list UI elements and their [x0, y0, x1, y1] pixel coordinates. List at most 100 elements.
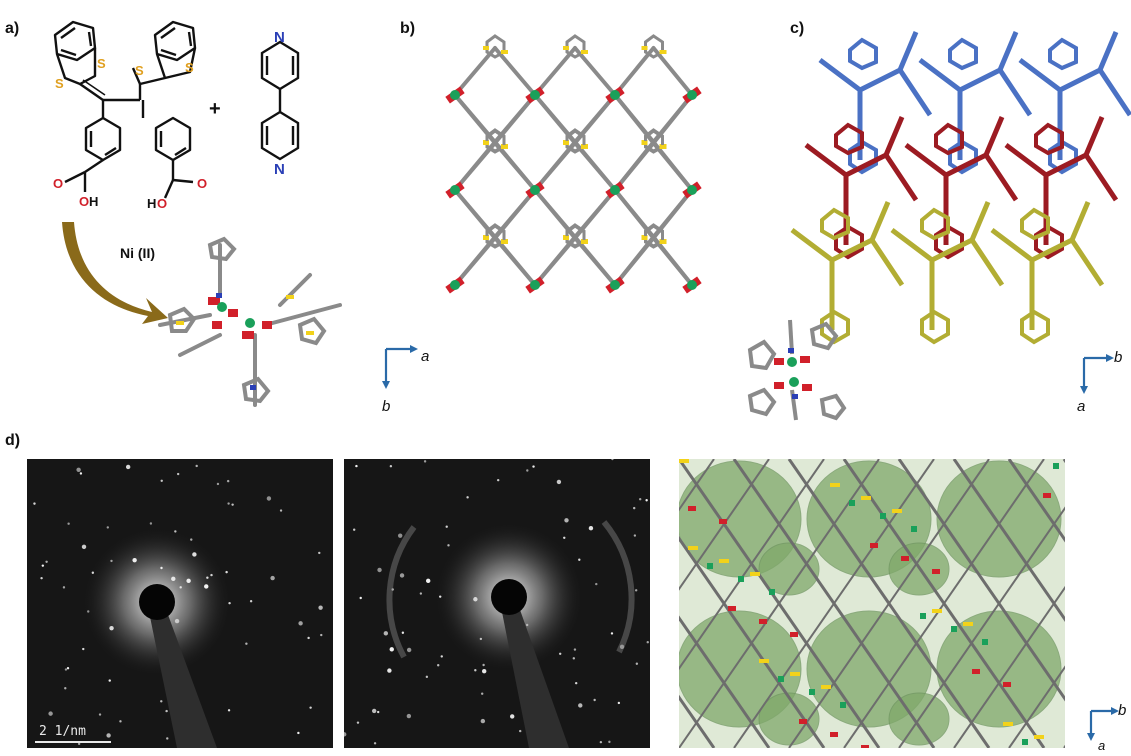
diffraction-spot	[440, 655, 443, 658]
sulfur-atom	[679, 459, 689, 463]
ni-atom	[982, 639, 988, 645]
diffraction-spot	[447, 544, 450, 547]
beam-stop-arm	[501, 607, 569, 748]
diffraction-spot	[64, 687, 67, 690]
sulfur-atom	[830, 483, 840, 487]
sulfur-atom	[1003, 722, 1013, 726]
ni-atom	[769, 589, 775, 595]
diffraction-spot	[564, 518, 569, 523]
diffraction-spot	[646, 641, 649, 644]
paddlewheel-cluster	[158, 236, 342, 407]
diffraction-spot	[593, 698, 596, 702]
diffraction-spot	[645, 499, 648, 502]
sulfur-label: S	[185, 60, 194, 75]
oxygen-atom	[1003, 682, 1011, 687]
ni-atom	[1022, 739, 1028, 745]
oxygen-atom	[861, 745, 869, 748]
diffraction-spot	[186, 578, 191, 584]
diffraction-spot	[320, 633, 323, 637]
diffraction-spot	[119, 720, 122, 723]
oxygen-label: O	[53, 176, 63, 191]
pore-surface-model	[679, 459, 1065, 748]
scale-bar-label: 2 1/nm	[39, 724, 86, 739]
diffraction-spot	[81, 544, 87, 550]
ni-node	[525, 86, 545, 104]
diffraction-spot	[635, 662, 639, 665]
diffraction-spot	[225, 570, 228, 574]
diffraction-spot	[176, 472, 180, 476]
plus-sign: +	[209, 98, 221, 120]
axis-label-b: b	[1118, 702, 1127, 719]
framework-layer	[818, 31, 1131, 175]
diffraction-spot	[226, 479, 230, 483]
ni-node	[605, 86, 625, 104]
ni-atom	[778, 676, 784, 682]
ni-atom	[1053, 463, 1059, 469]
ni-node	[445, 276, 465, 294]
ni-atom	[880, 513, 886, 519]
framework-lattice-b	[445, 34, 702, 294]
ni-atom	[738, 576, 744, 582]
diffraction-spot	[633, 534, 637, 537]
benzodithiole-group	[641, 34, 667, 59]
diffraction-spot	[482, 663, 485, 667]
framework-layer	[790, 201, 1105, 345]
beam-stop	[491, 579, 527, 615]
diffraction-spot	[171, 576, 176, 582]
sulfur-atom	[932, 609, 942, 613]
diffraction-spot	[270, 575, 275, 581]
panel-a-label: a)	[5, 20, 20, 37]
diffraction-spot	[558, 652, 562, 655]
diffraction-spot	[401, 631, 405, 634]
oxygen-label: O	[197, 176, 207, 191]
diffraction-spot	[245, 642, 248, 645]
sulfur-label: S	[97, 56, 106, 71]
diffraction-spot	[611, 459, 614, 461]
framework-wires	[679, 459, 1065, 748]
sulfur-atom	[861, 496, 871, 500]
diffraction-arc	[601, 520, 635, 654]
diffraction-spot	[479, 637, 483, 641]
diffraction-spot	[98, 713, 102, 716]
ni-atom	[951, 626, 957, 632]
diffraction-spot	[633, 506, 636, 510]
bipyridine-structure: N N	[260, 29, 300, 178]
diffraction-spot	[608, 740, 611, 744]
diffraction-spot	[166, 737, 169, 740]
pore-surface	[758, 542, 820, 596]
diffraction-spot	[573, 648, 577, 651]
diffraction-spot	[563, 536, 566, 540]
sulfur-atom	[892, 509, 902, 513]
ni-node	[445, 181, 465, 199]
diffraction-spot	[355, 464, 358, 468]
axis-label-b: b	[1114, 349, 1123, 366]
lattice-struts	[453, 46, 694, 287]
diffraction-spot	[195, 464, 198, 468]
diffraction-spot	[179, 586, 182, 589]
diffraction-spot	[599, 740, 603, 744]
diffraction-spot	[149, 522, 153, 525]
diffraction-spot	[45, 560, 48, 563]
scale-bar	[35, 741, 111, 743]
diffraction-spot	[578, 558, 581, 561]
benzodithiole-group	[483, 34, 508, 59]
diffraction-spot	[174, 618, 180, 624]
ni-atom	[849, 500, 855, 506]
diffraction-spot	[41, 564, 45, 567]
oxygen-atom	[759, 619, 767, 624]
nitrogen-label: N	[274, 29, 285, 46]
axis-label-a: a	[421, 348, 430, 365]
benzodithiole-group	[641, 224, 667, 249]
axis-arrows-c	[1080, 354, 1114, 394]
diffraction-spot	[496, 478, 500, 482]
diffraction-spot	[419, 592, 423, 595]
axis-label-a: a	[1077, 398, 1086, 415]
benzodithiole-group	[483, 129, 508, 154]
reagent-label: Ni (II)	[120, 245, 155, 261]
sulfur-label: S	[55, 76, 64, 91]
ni-node	[605, 181, 625, 199]
sulfur-atom	[719, 559, 729, 563]
benzodithiole-group	[641, 129, 667, 154]
diffraction-spot	[110, 559, 113, 563]
diffraction-spot	[204, 584, 209, 589]
